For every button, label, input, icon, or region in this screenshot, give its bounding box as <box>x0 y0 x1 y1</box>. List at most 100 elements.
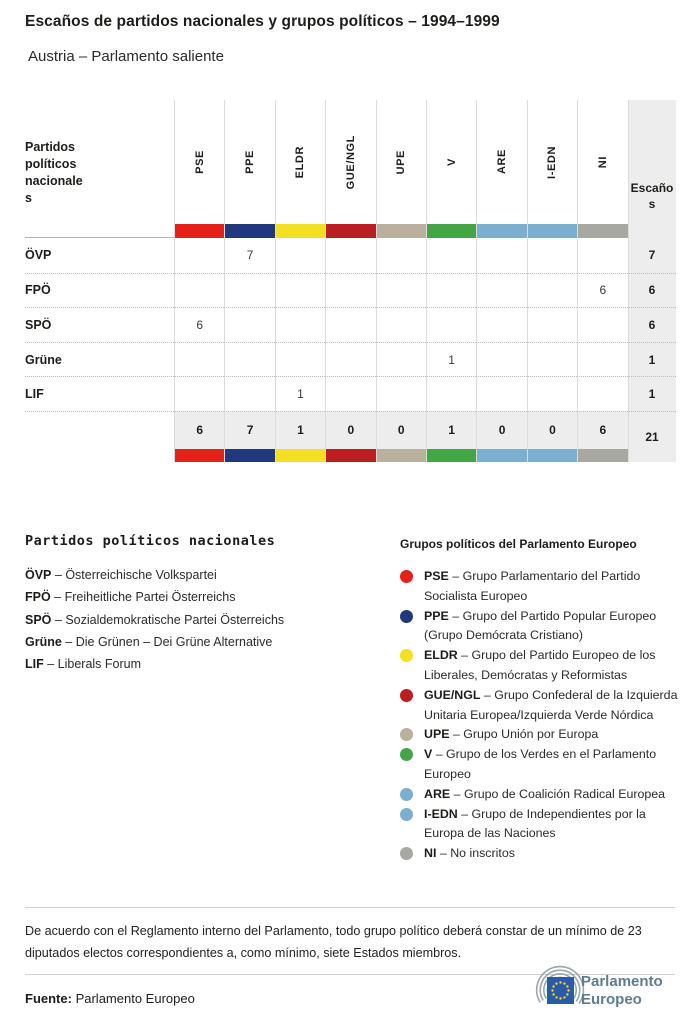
seat-value-cell <box>325 376 376 411</box>
seat-value-cell <box>476 238 526 273</box>
totals-color-strip-V <box>425 448 477 462</box>
group-color-dot-icon <box>400 807 413 821</box>
seat-value-cell <box>174 272 225 308</box>
group-color-strip-PSE <box>174 224 225 238</box>
seat-value-cell <box>375 341 426 377</box>
page-subtitle: Austria – Parlamento saliente <box>28 48 224 65</box>
seat-value-cell <box>577 307 628 342</box>
column-header-ELDR: ELDR <box>274 100 325 224</box>
national-parties-legend-list: ÖVP – Österreichische Volkspartei FPÖ – F… <box>25 564 385 675</box>
source-label: Fuente: <box>25 991 72 1006</box>
seat-value-cell <box>174 238 224 273</box>
group-abbr: NI <box>424 846 437 861</box>
political-group-legend-item: ELDR – Grupo del Partido Europeo de los … <box>400 646 685 686</box>
column-header-UPE: UPE <box>375 100 426 224</box>
column-total-cell-I-EDN: 0 <box>526 410 578 449</box>
seat-value-cell <box>325 238 375 273</box>
group-description: Grupo Parlamentario del Partido Socialis… <box>424 569 641 603</box>
divider-bottom <box>25 974 675 975</box>
party-abbr: FPÖ <box>25 590 51 605</box>
political-group-legend-item: PSE – Grupo Parlamentario del Partido So… <box>400 567 685 607</box>
seat-value-cell <box>224 376 275 411</box>
column-total-cell-NI: 6 <box>577 410 628 449</box>
group-description: Grupo del Partido Europeo de los Liberal… <box>424 648 656 682</box>
political-group-legend-item: GUE/NGL – Grupo Confederal de la Izquier… <box>400 686 685 726</box>
political-group-legend-item: NI – No inscritos <box>400 844 685 864</box>
seat-value-cell <box>375 307 426 342</box>
seat-value-cell <box>476 376 527 411</box>
totals-row-spacer <box>25 410 174 449</box>
party-name: Liberals Forum <box>57 657 142 672</box>
seat-value-cell <box>325 307 376 342</box>
group-color-dot-icon <box>400 570 413 583</box>
seat-value-cell: 1 <box>274 376 326 411</box>
column-total-cell-UPE: 0 <box>375 410 426 449</box>
seat-value-cell <box>476 341 527 377</box>
group-description: Grupo del Partido Popular Europeo (Grupo… <box>424 608 657 643</box>
political-groups-legend-list: PSE – Grupo Parlamentario del Partido So… <box>400 567 685 864</box>
footnote: De acuerdo con el Reglamento interno del… <box>25 924 642 960</box>
seat-value-cell <box>274 272 326 308</box>
seat-value-cell <box>526 376 578 411</box>
seat-value-cell <box>476 307 527 342</box>
svg-text:Europeo: Europeo <box>581 991 642 1008</box>
row-total-cell: 6 <box>627 307 676 342</box>
group-color-dot-icon <box>400 748 413 762</box>
group-color-strip-NI <box>577 224 628 238</box>
column-total-cell-ARE: 0 <box>476 410 527 449</box>
group-abbr: UPE <box>424 727 450 742</box>
political-group-legend-item: I-EDN – Grupo de Independientes por la E… <box>400 805 685 845</box>
totals-color-strip-ELDR <box>274 448 326 462</box>
column-total-cell-ELDR: 1 <box>274 410 326 449</box>
seat-value-cell <box>375 272 426 308</box>
group-abbr: I-EDN <box>424 806 458 821</box>
row-total-cell: 1 <box>627 341 676 377</box>
seat-value-cell <box>274 341 326 377</box>
national-party-legend-item: LIF – Liberals Forum <box>25 657 142 672</box>
party-abbr: Grüne <box>25 634 62 649</box>
group-color-strip-ARE <box>476 224 527 238</box>
header-strip-spacer <box>25 224 174 238</box>
totals-color-strip-PPE <box>224 448 275 462</box>
seat-value-cell <box>375 376 426 411</box>
group-color-strip-UPE <box>375 224 426 238</box>
row-total-cell: 1 <box>627 376 676 411</box>
column-total-cell-GUE/NGL: 0 <box>325 410 376 449</box>
seats-strip-spacer <box>627 224 676 238</box>
seat-value-cell <box>174 376 225 411</box>
group-abbr: ELDR <box>424 648 458 663</box>
group-color-strip-GUE/NGL <box>325 224 376 238</box>
seat-value-cell <box>526 272 578 308</box>
group-abbr: ARE <box>424 786 451 801</box>
national-party-legend-item: FPÖ – Freiheitliche Partei Österreichs <box>25 590 236 605</box>
totals-color-strip-ARE <box>476 448 527 462</box>
source-line: Fuente: Parlamento Europeo <box>25 991 195 1006</box>
party-name: Sozialdemokratische Partei Österreichs <box>65 612 285 627</box>
national-party-legend-item: SPÖ – Sozialdemokratische Partei Österre… <box>25 612 285 627</box>
political-group-legend-item: ARE – Grupo de Coalición Radical Europea <box>400 785 685 805</box>
group-color-strip-ELDR <box>274 224 326 238</box>
divider-top <box>25 907 675 908</box>
totals-color-strip-PSE <box>174 448 225 462</box>
political-groups-legend-title: Grupos políticos del Parlamento Europeo <box>400 537 637 551</box>
seats-column-header: Escaños <box>627 100 676 224</box>
seat-value-cell <box>325 272 376 308</box>
column-total-cell-PPE: 7 <box>224 410 275 449</box>
party-abbr: SPÖ <box>25 612 52 627</box>
source-value: Parlamento Europeo <box>75 991 195 1006</box>
group-description: No inscritos <box>450 846 515 861</box>
seat-value-cell <box>425 307 477 342</box>
seat-value-cell <box>325 341 376 377</box>
group-description: Grupo Unión por Europa <box>463 727 599 742</box>
seat-value-cell <box>577 376 628 411</box>
national-parties-legend: Partidos políticos nacionales ÖVP – Öste… <box>25 533 385 675</box>
national-parties-legend-title: Partidos políticos nacionales <box>25 533 276 549</box>
svg-text:Parlamento: Parlamento <box>581 973 663 990</box>
seats-table: Partidos políticos nacionales PSE PPE ELDR G… <box>25 100 676 462</box>
seat-value-cell <box>526 238 577 273</box>
seat-value-cell: 7 <box>224 238 274 273</box>
party-abbr: ÖVP <box>25 568 52 582</box>
table-corner-label: Partidos políticos nacionales <box>25 140 83 205</box>
seat-value-cell <box>274 307 326 342</box>
group-color-dot-icon <box>400 609 413 623</box>
